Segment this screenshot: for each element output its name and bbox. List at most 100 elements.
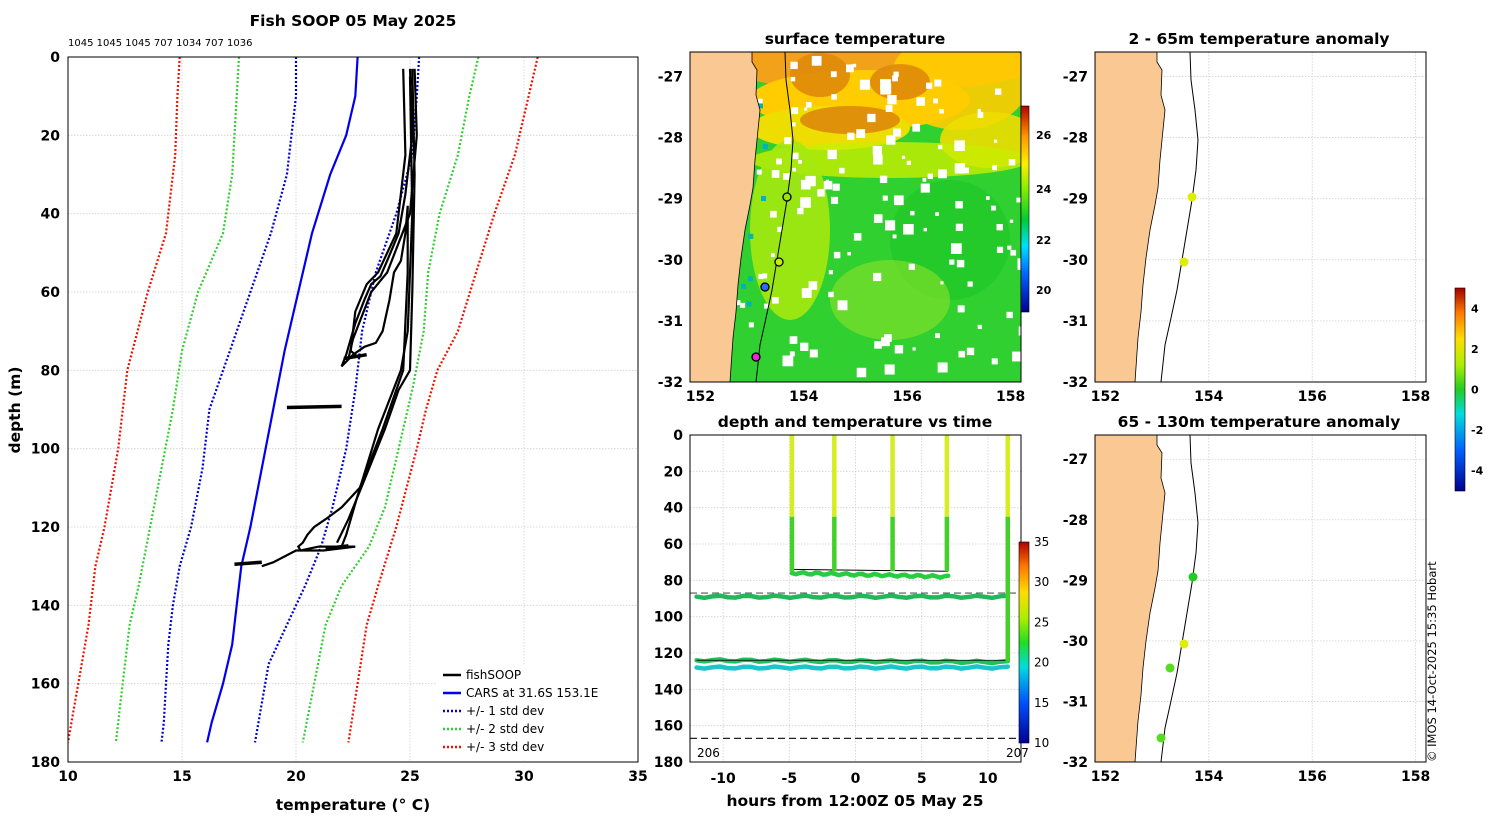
anomaly-shallow-panel: 2 - 65m temperature anomaly -27 -28 -29 -30… <box>1063 30 1431 405</box>
anom_shallow-y-tick: -27 <box>1063 69 1088 85</box>
sst-cloud-gap <box>789 336 798 344</box>
anomaly-deep-marker <box>1156 733 1166 743</box>
anom_shallow-y-tick: -31 <box>1063 314 1088 330</box>
anomaly-deep-marker <box>1165 663 1175 673</box>
sst-cloud-gap <box>1016 197 1021 203</box>
sst-cloud-gap <box>992 165 998 171</box>
sst-cloud-gap <box>892 234 897 239</box>
anom_deep-y-tick: -31 <box>1063 694 1088 710</box>
timeseries-y-tick: 20 <box>664 464 684 480</box>
sst-colorbar-tick: 22 <box>1036 234 1051 247</box>
profile-fishsoop-cast <box>347 68 418 359</box>
sst-cloud-gap <box>912 347 916 351</box>
sst-cloud-gap <box>777 226 783 233</box>
anomaly-colorbar-tick: -4 <box>1471 465 1484 478</box>
anom_deep-x-tick: 152 <box>1091 769 1120 785</box>
anomaly-deep-x-ticks: 152 154 156 158 <box>1091 769 1431 785</box>
profile-x-tick: 10 <box>58 769 78 785</box>
sst-cloud-gap <box>859 79 870 90</box>
anom_deep-x-tick: 154 <box>1194 769 1223 785</box>
sst-cloud-gap <box>886 135 896 145</box>
sst-cloud-gap <box>884 364 895 375</box>
anom_deep-y-tick: -27 <box>1063 452 1088 468</box>
profile-y-label: depth (m) <box>6 367 24 454</box>
sst-field-patch <box>870 64 930 100</box>
anomaly-deep-land <box>1095 435 1166 762</box>
sst-coastal-pixel <box>748 322 754 328</box>
sst-cloud-gap <box>800 342 809 351</box>
profile-x-label: temperature (° C) <box>276 796 430 814</box>
sst-cloud-gap <box>892 75 898 82</box>
anom_shallow-x-tick: 158 <box>1401 389 1430 405</box>
sst-map-field <box>690 52 1021 382</box>
profile-y-tick: 120 <box>31 520 60 536</box>
sst-cloud-gap <box>916 97 926 106</box>
timeseries-title: depth and temperature vs time <box>718 413 992 431</box>
anomaly-shallow-marker <box>1187 192 1197 202</box>
profile-bottom-track <box>286 404 342 410</box>
timeseries-data <box>690 435 1021 739</box>
sst-cloud-gap <box>1009 219 1014 223</box>
sst-cloud-gap <box>991 358 998 365</box>
sst-coastal-pixel <box>740 302 746 308</box>
profile-series-6 <box>347 57 539 743</box>
profile-x-tick: 35 <box>628 769 647 785</box>
profile-series-3 <box>114 57 241 743</box>
anomaly-deep-contour <box>1160 435 1199 762</box>
sst-cloud-gap <box>937 362 948 373</box>
anom_shallow-x-tick: 152 <box>1091 389 1120 405</box>
timeseries-track-edge <box>791 568 949 572</box>
sst-cloud-gap <box>908 263 915 270</box>
timeseries-y-tick: 160 <box>654 719 683 735</box>
sst-cloud-gap <box>873 154 883 165</box>
sst-cloud-gap <box>808 281 818 290</box>
profile-series-1 <box>160 57 298 743</box>
sst-cloud-gap <box>827 149 837 160</box>
sst-cloud-gap <box>770 210 777 218</box>
anomaly-deep-map <box>1095 435 1199 762</box>
timeseries-day-start: 206 <box>697 746 720 760</box>
profile-y-tick: 180 <box>31 755 60 771</box>
sst-coastal-pixel <box>763 303 769 309</box>
timeseries-colorbar-tick: 10 <box>1034 736 1049 750</box>
sst-cloud-gap <box>994 139 998 143</box>
legend-label: +/- 2 std dev <box>466 722 544 736</box>
sst-cloud-gap <box>1007 245 1012 250</box>
timeseries-colorbar-tick: 35 <box>1034 535 1049 549</box>
sst-cloud-gap <box>949 259 955 265</box>
timeseries-x-tick: 5 <box>917 771 927 787</box>
sst-cloud-gap <box>1017 265 1021 271</box>
sst-colorbar <box>1020 105 1030 313</box>
sst-cloud-gap <box>805 175 816 187</box>
profile-x-tick: 20 <box>286 769 306 785</box>
sst-cloud-gap <box>934 79 942 87</box>
sst-cloud-gap <box>856 129 866 139</box>
sst-cloud-gap <box>1017 258 1021 268</box>
sst_map-x-tick: 158 <box>996 389 1025 405</box>
sst-cloud-gap <box>950 243 962 254</box>
sst-cloud-gap <box>926 82 933 89</box>
sst_map-x-tick: 152 <box>686 389 715 405</box>
sst-cloud-gap <box>933 98 938 104</box>
sst-cloud-gap <box>939 108 944 114</box>
sst_map-y-tick: -31 <box>658 314 683 330</box>
timeseries-x-tick: 0 <box>851 771 861 787</box>
sst-cloud-gap <box>809 349 818 358</box>
sst-colorbar-ticks: 20 22 24 26 <box>1036 129 1052 297</box>
sst-station-marker <box>760 282 770 292</box>
sst-cloud-gap <box>1012 351 1021 362</box>
profile-fishsoop-cast <box>349 68 407 360</box>
sst-cloud-gap <box>955 200 963 209</box>
sst-cloud-gap <box>873 272 882 282</box>
anomaly-colorbar <box>1454 287 1466 492</box>
sst-coastal-pixel <box>748 233 754 239</box>
sst-shelf-contour <box>755 52 794 382</box>
sst-cloud-gap <box>893 128 902 137</box>
timeseries-y-tick: 0 <box>673 428 683 444</box>
timeseries-y-tick: 140 <box>654 682 683 698</box>
profile-panel: Fish SOOP 05 May 2025 1045 1045 1045 707… <box>6 12 648 814</box>
sst-cloud-gap <box>833 251 841 259</box>
sst-cloud-gap <box>963 167 970 174</box>
profile-title: Fish SOOP 05 May 2025 <box>250 12 457 30</box>
sst-coastal-pixel <box>747 276 753 282</box>
